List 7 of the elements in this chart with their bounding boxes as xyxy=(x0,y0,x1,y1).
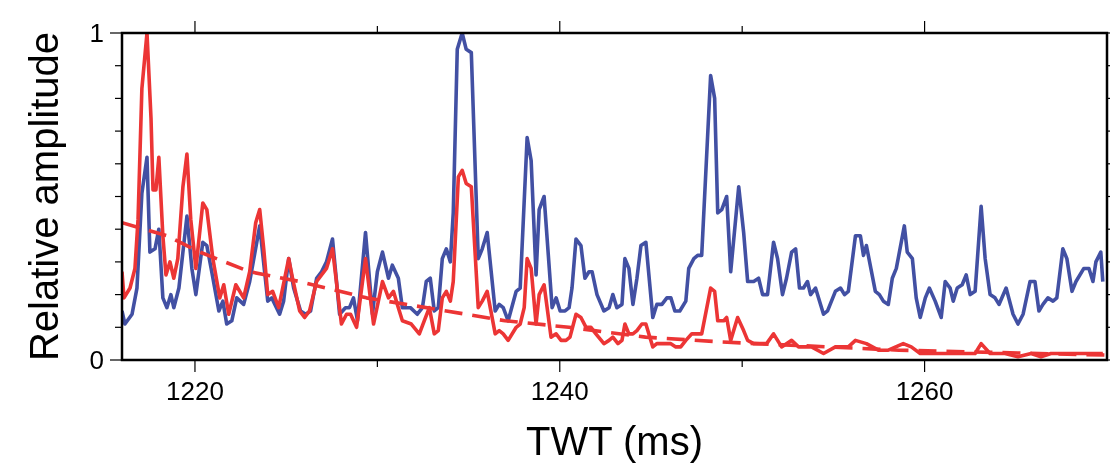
y-tick-label: 1 xyxy=(89,18,104,49)
y-tick-label: 0 xyxy=(89,345,104,376)
x-tick-label: 1240 xyxy=(530,376,589,406)
x-tick-label: 1260 xyxy=(895,376,954,406)
x-axis-title: TWT (ms) xyxy=(526,419,703,463)
x-tick-label: 1220 xyxy=(166,376,224,406)
y-axis-title: Relative amplitude xyxy=(22,31,66,362)
